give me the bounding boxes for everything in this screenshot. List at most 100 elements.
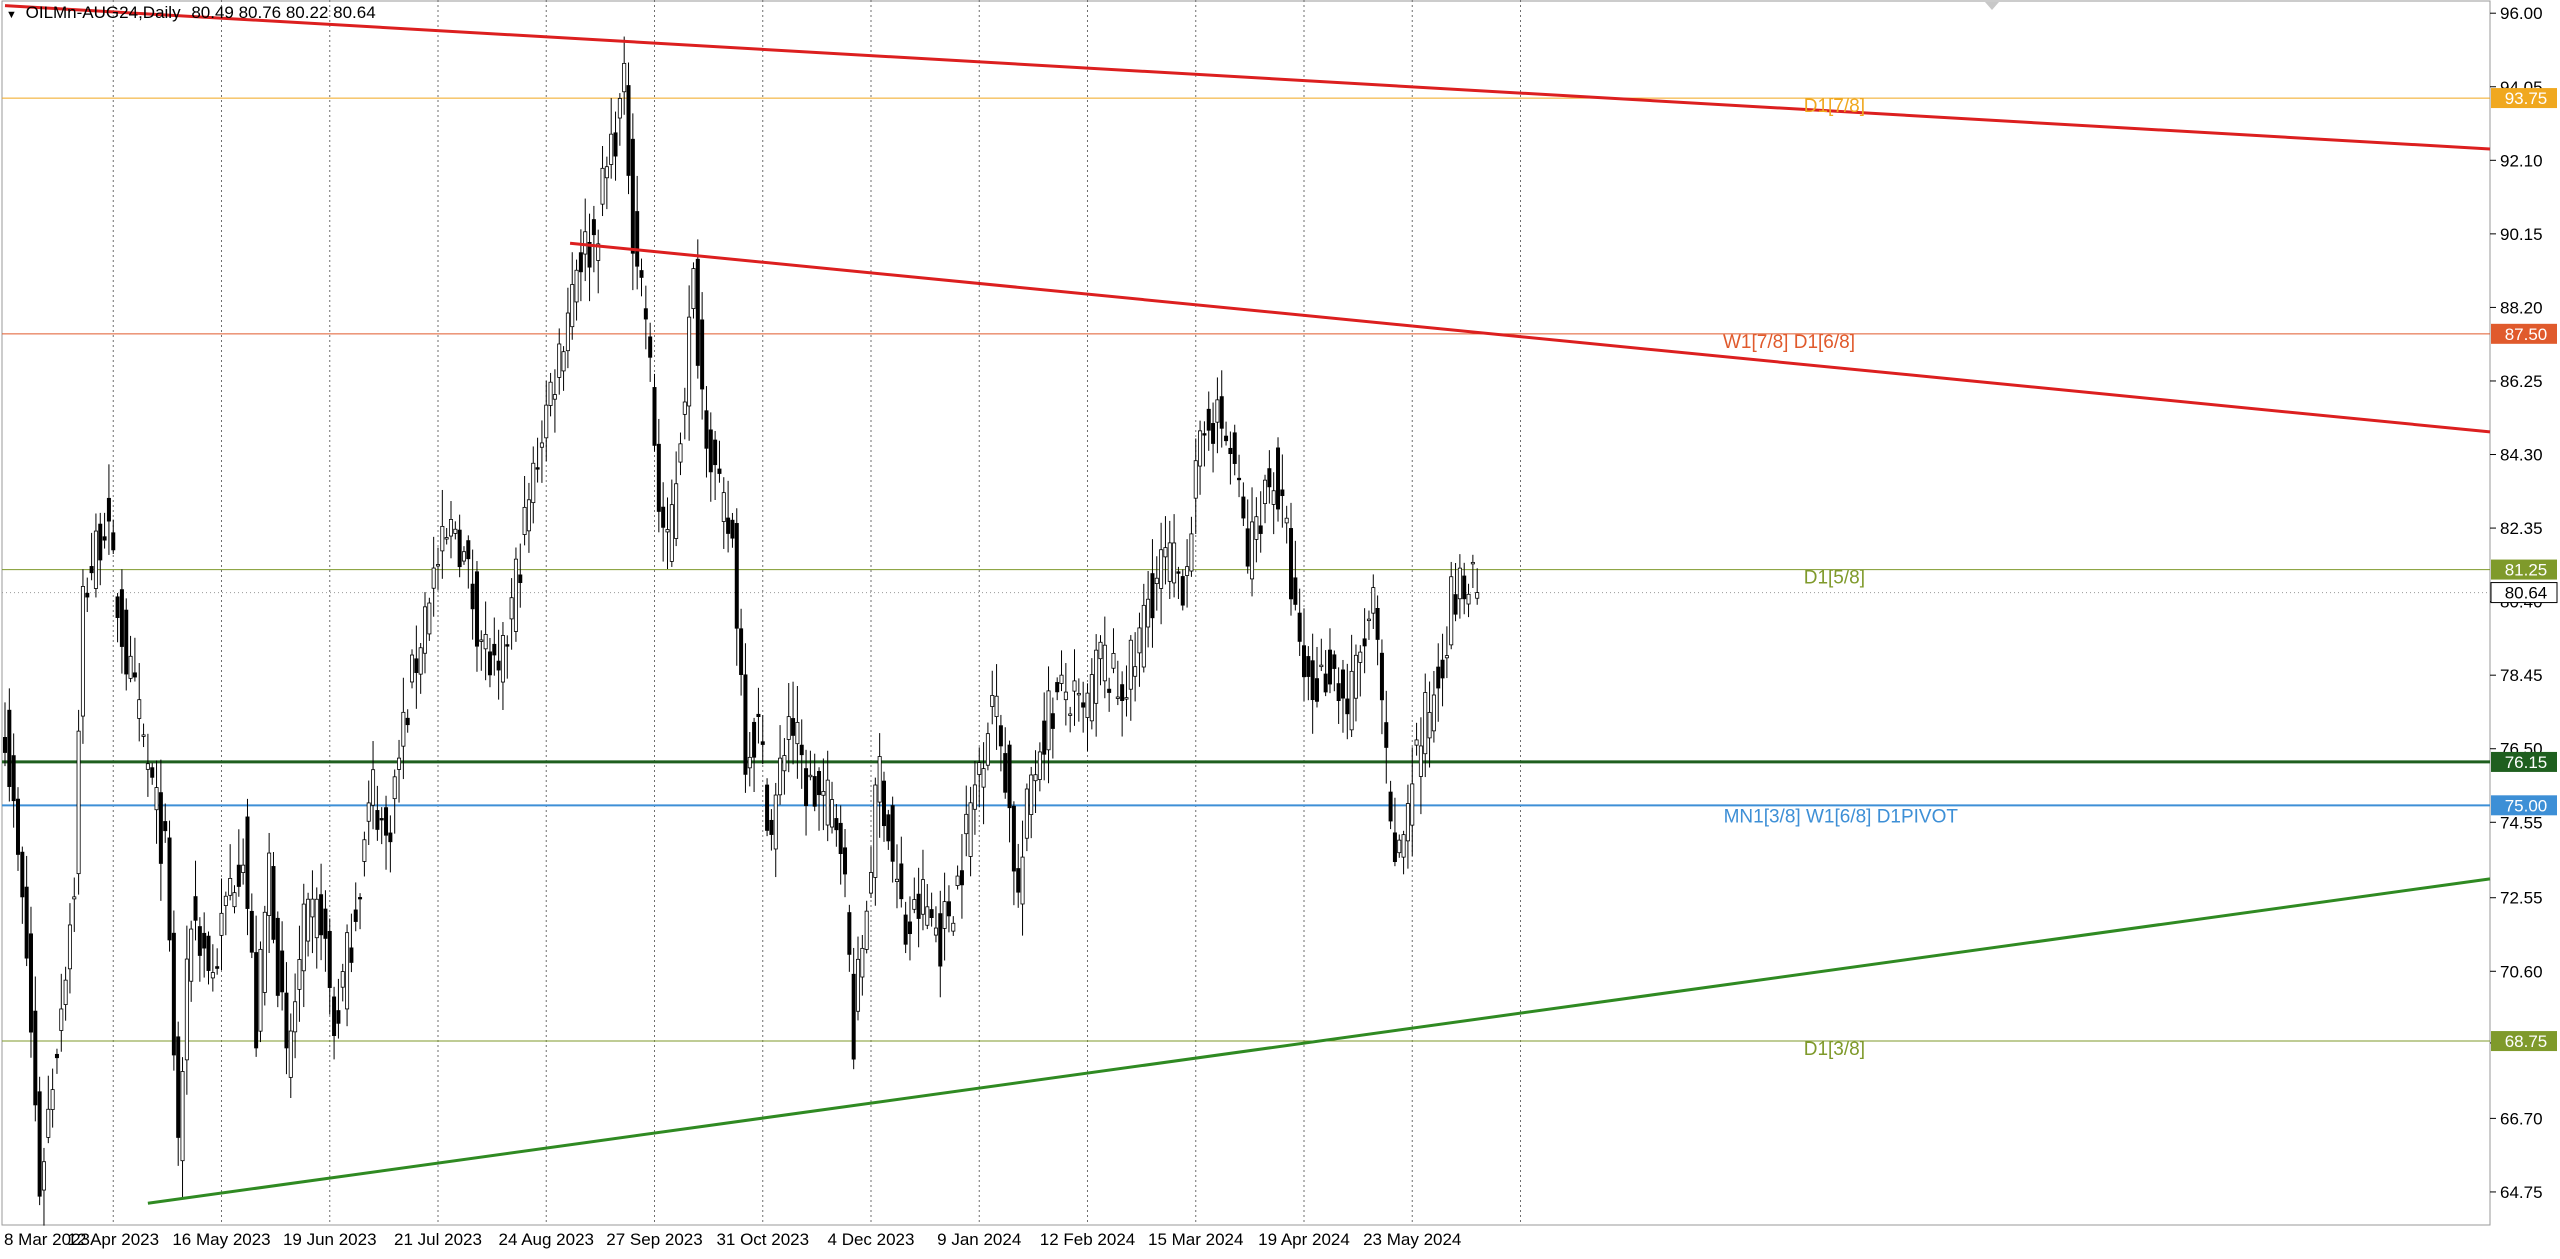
- level-label: D1[3/8]: [1804, 1039, 1865, 1060]
- candle-body-bull: [418, 647, 423, 675]
- candle: [648, 322, 653, 382]
- candle: [557, 328, 562, 395]
- candle-body-bear: [150, 767, 155, 778]
- candle-body-bull: [41, 1161, 46, 1191]
- chevron-down-icon[interactable]: ▼: [6, 9, 17, 21]
- candle-body-bear: [817, 771, 822, 796]
- candle: [154, 760, 159, 844]
- candle: [717, 440, 722, 483]
- candle-body-bull: [180, 1071, 185, 1162]
- candle-body-bear: [3, 737, 8, 753]
- candle: [509, 578, 514, 650]
- candle-body-bull: [920, 879, 925, 915]
- trendline-upper-resistance[interactable]: [4, 4, 2491, 151]
- trendline-rising-support[interactable]: [147, 877, 2491, 1205]
- candle-body-bull: [340, 971, 345, 988]
- candle-body-bear: [1388, 791, 1393, 822]
- candle: [1172, 514, 1177, 598]
- price-tick-label: 84.30: [2500, 446, 2543, 465]
- candle: [1206, 391, 1211, 451]
- candle: [1276, 437, 1281, 522]
- candle: [232, 885, 237, 914]
- candle-body-bull: [1141, 604, 1146, 668]
- candle: [721, 477, 726, 549]
- candle-body-bear: [708, 429, 713, 473]
- candle: [1449, 561, 1454, 650]
- price-tick-label: 78.45: [2500, 666, 2543, 685]
- candle: [760, 715, 765, 765]
- candle: [1250, 487, 1255, 597]
- candle: [453, 521, 458, 540]
- candle: [418, 642, 423, 694]
- candle-body-bull: [795, 721, 800, 745]
- candle-body-bull: [894, 878, 899, 882]
- candle-body-bull: [1353, 654, 1358, 699]
- candle-body-bull: [513, 558, 518, 632]
- trendline-inner-resistance[interactable]: [569, 241, 2491, 434]
- candle-body-bear: [487, 651, 492, 676]
- candle-body-bear: [319, 894, 324, 936]
- candle-body-bull: [955, 875, 960, 886]
- candle: [812, 753, 817, 812]
- candle: [24, 855, 29, 967]
- candle-body-bear: [1462, 575, 1467, 600]
- candle-body-bull: [873, 784, 878, 878]
- candle: [1332, 650, 1337, 692]
- candle: [93, 513, 98, 598]
- candle-body-bear: [1081, 702, 1086, 708]
- candle-body-bear: [769, 819, 774, 835]
- time-tick-label: 19 Apr 2024: [1258, 1230, 1350, 1249]
- candle: [1345, 663, 1350, 740]
- candle: [1020, 820, 1025, 936]
- candle: [847, 904, 852, 972]
- plot-frame: [1, 0, 2491, 1226]
- candle: [821, 758, 826, 831]
- candle-body-bear: [202, 932, 207, 949]
- candle-body-bull: [1033, 774, 1038, 782]
- candle: [513, 547, 518, 642]
- candle-body-bull: [1163, 547, 1168, 558]
- candle-body-bear: [106, 497, 111, 522]
- candle: [1418, 717, 1423, 815]
- candle: [907, 896, 912, 961]
- level-label: W1[7/8] D1[6/8]: [1723, 332, 1855, 353]
- chart-shift-icon[interactable]: [1985, 2, 1999, 10]
- candle-body-bear: [1276, 447, 1281, 510]
- candle: [1427, 681, 1432, 768]
- candle-body-bear: [249, 910, 254, 953]
- candle: [531, 446, 536, 524]
- candle: [739, 608, 744, 696]
- time-tick-label: 24 Aug 2023: [499, 1230, 594, 1249]
- candle-body-bull: [440, 525, 445, 552]
- candle: [228, 844, 233, 901]
- candle-body-bull: [1029, 774, 1034, 815]
- candle: [1107, 677, 1112, 712]
- candle-body-bull: [869, 872, 874, 894]
- trendlines-layer[interactable]: [4, 4, 2491, 1205]
- candle-body-bull: [59, 1008, 64, 1031]
- candle-body-bear: [717, 468, 722, 474]
- candle: [933, 906, 938, 943]
- level-labels-layer: D1[7/8] W1[7/8] D1[6/8] D1[5/8] MN1[3/8] W1…: [1723, 96, 1958, 1060]
- candle: [1081, 681, 1086, 733]
- candle: [345, 924, 350, 1027]
- candle-body-bull: [622, 62, 627, 93]
- candle: [1193, 438, 1198, 534]
- candle-body-bull: [1020, 856, 1025, 905]
- candle-body-bear: [1202, 433, 1207, 436]
- candle-body-bear: [700, 319, 705, 390]
- candle-body-bull: [314, 898, 319, 939]
- price-axis[interactable]: 96.0094.0592.1090.1588.2086.2584.3082.35…: [2490, 4, 2558, 1202]
- candle-body-bear: [124, 609, 129, 675]
- candle: [1271, 472, 1276, 535]
- price-badge: [2491, 323, 2557, 344]
- candle: [1202, 421, 1207, 467]
- candle-body-bear: [591, 219, 596, 236]
- candle: [349, 913, 354, 973]
- candle: [1011, 801, 1016, 906]
- candle: [1128, 635, 1133, 721]
- candle: [440, 489, 445, 579]
